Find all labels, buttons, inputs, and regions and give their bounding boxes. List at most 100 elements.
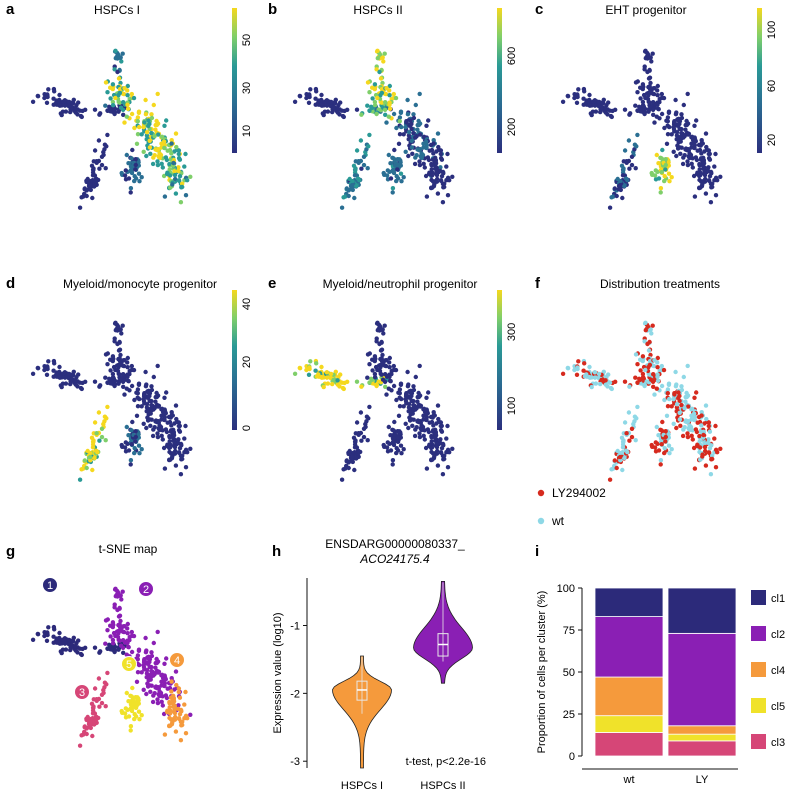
cell-point-f-95 [703,403,709,408]
cell-point-b-191 [408,118,413,123]
cell-point-c-279 [643,48,648,53]
cell-point-d-290 [77,477,83,482]
cell-point-c-88 [642,111,647,117]
cell-point-f-261 [640,375,646,380]
cell-point-f-92 [635,380,640,385]
cell-point-g-64 [79,652,85,658]
colorbar-b-tick-200: 200 [506,118,518,136]
cell-point-a-69 [62,98,68,103]
cell-point-g-385 [119,708,124,714]
cell-point-e-237 [382,379,388,384]
cell-point-c-160 [679,130,684,136]
cell-point-d-256 [108,368,113,373]
cell-point-c-190 [680,161,686,167]
cell-point-e-342 [341,467,346,472]
bar-LY-cl3 [667,740,737,757]
cell-point-e-374 [394,446,399,451]
cell-point-a-175 [147,138,152,143]
legend-f-wt-label: wt [551,514,565,528]
cell-point-d-399 [169,423,174,428]
cell-point-f-177 [685,431,690,436]
cell-point-f-64 [609,386,614,392]
cell-point-g-277 [113,594,119,599]
cell-point-e-425 [445,465,451,470]
cell-point-a-277 [113,56,119,61]
cell-point-d-339 [88,454,93,460]
cell-point-e-386 [388,433,393,438]
cell-point-b-417 [445,151,450,157]
cell-point-g-94 [107,642,112,647]
cell-point-c-222 [648,80,653,86]
cell-point-b-387 [390,190,395,195]
cell-point-a-26 [46,87,51,92]
cell-point-b-64 [341,114,346,120]
cell-point-b-77 [383,112,388,118]
cell-point-c-334 [612,186,617,191]
cell-point-a-333 [88,186,93,191]
cell-point-a-189 [141,149,146,154]
cell-point-e-346 [399,451,404,456]
cell-point-d-421 [173,448,178,454]
cell-point-f-372 [663,439,668,444]
cell-point-e-132 [396,413,402,418]
cell-point-e-318 [367,404,372,410]
cell-point-b-379 [395,162,400,168]
cell-point-a-418 [180,181,185,186]
cell-point-f-180 [689,406,695,411]
cell-point-b-290 [339,205,345,210]
cell-point-e-119 [411,384,416,389]
cell-point-a-415 [176,151,181,157]
cell-point-a-305 [90,195,95,201]
cell-point-c-219 [661,95,667,101]
cell-point-b-434 [442,184,447,190]
cell-point-b-421 [435,176,440,182]
cell-point-a-435 [167,167,172,172]
tsne-scatter-d [30,320,193,482]
cell-point-e-364 [394,450,399,456]
cell-point-e-31 [345,379,350,384]
cell-point-d-26 [46,359,51,364]
cell-point-g-238 [124,652,129,657]
cell-point-a-373 [129,156,134,161]
cell-point-a-208 [152,134,157,139]
cell-point-a-340 [92,183,97,189]
cell-point-c-185 [672,120,677,125]
cell-point-e-334 [344,458,349,463]
cell-point-b-345 [398,171,404,176]
cell-point-d-237 [120,379,126,384]
cell-point-c-255 [659,91,664,97]
cell-point-a-102 [135,132,141,137]
cell-point-d-270 [119,331,124,336]
cell-point-b-137 [394,125,399,131]
cell-point-b-202 [403,125,408,130]
cell-point-c-25 [565,93,570,99]
cell-point-a-399 [169,151,174,156]
cell-point-g-205 [156,685,161,690]
cell-point-a-255 [129,91,134,97]
cell-point-f-333 [618,458,623,463]
cell-point-g-282 [118,593,123,598]
cell-point-d-8 [63,381,69,386]
cell-point-a-437 [167,173,173,178]
cell-point-d-251 [103,375,108,380]
cell-point-d-25 [35,365,40,371]
cell-point-e-17 [292,371,298,376]
cell-point-a-257 [121,100,126,105]
violin-title-line1: ENSDARG00000080337_ [325,537,465,551]
cell-point-f-302 [626,410,632,415]
cell-point-g-251 [103,641,108,646]
cell-point-d-341 [84,465,89,471]
cell-point-a-160 [149,130,154,136]
cell-point-d-191 [146,390,151,395]
cell-point-f-113 [706,437,711,442]
cell-point-d-378 [122,445,128,450]
cell-point-c-444 [702,172,708,178]
cell-point-e-279 [375,320,380,325]
cell-point-c-58 [584,100,589,105]
cell-point-d-162 [147,393,152,399]
cell-point-c-199 [673,112,679,117]
cell-point-g-366 [128,724,134,729]
cell-point-d-206 [151,427,156,432]
cell-point-d-447 [173,463,179,468]
cell-point-a-187 [143,97,148,103]
